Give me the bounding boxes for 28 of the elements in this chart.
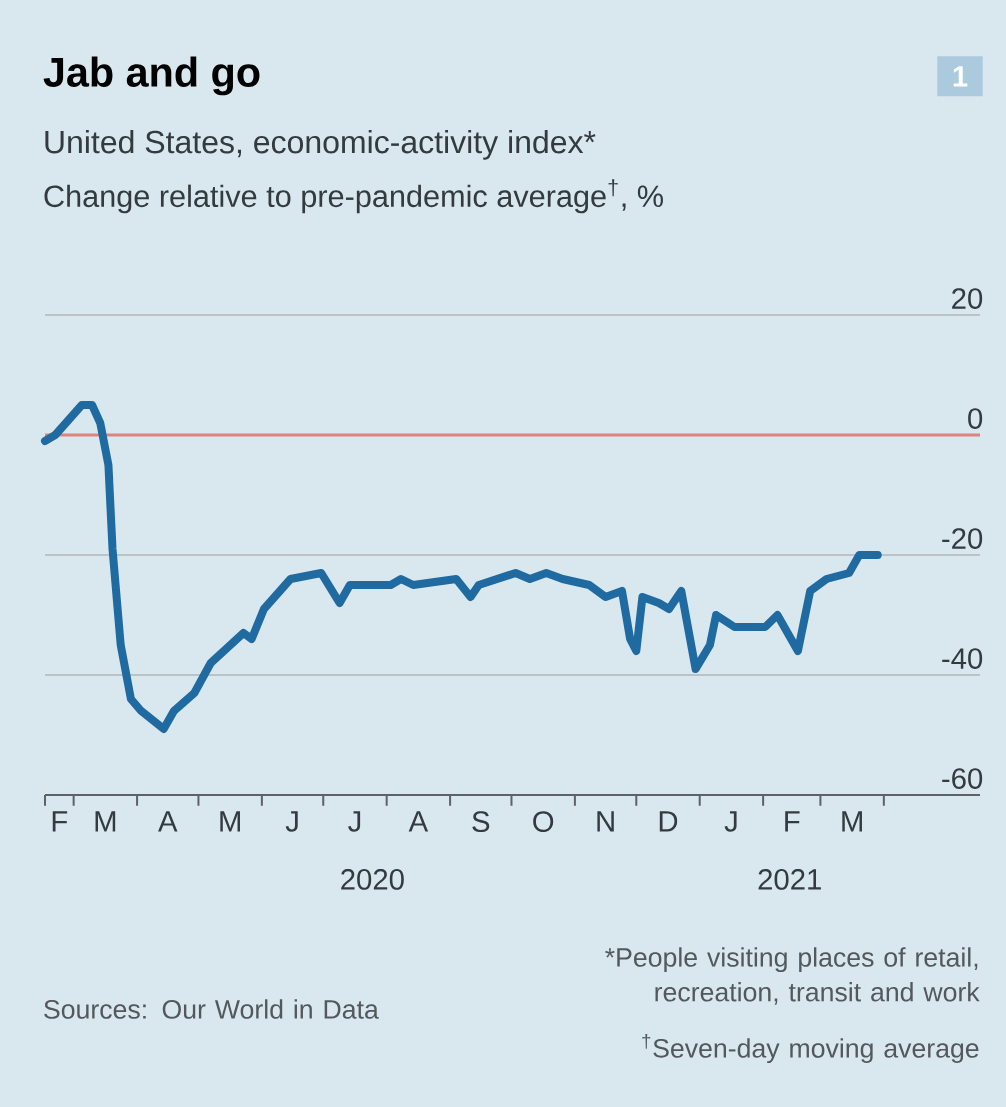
text: O bbox=[533, 811, 554, 833]
chart-title: Jab and go bbox=[43, 56, 260, 96]
text: M bbox=[95, 811, 116, 832]
x-tick-label: 2021 bbox=[758, 869, 821, 890]
text: F bbox=[785, 811, 800, 832]
y-tick-label: -40 bbox=[942, 648, 983, 669]
y-tick-label: -20 bbox=[942, 528, 983, 549]
text: S bbox=[472, 811, 490, 833]
text: M bbox=[220, 811, 240, 832]
text: $^{†}$Seven-day moving average bbox=[642, 1033, 979, 1064]
x-tick-label: 2020 bbox=[341, 869, 404, 890]
text: A bbox=[408, 811, 429, 832]
text: A bbox=[158, 811, 178, 832]
text: M bbox=[842, 811, 862, 832]
text: D bbox=[659, 811, 678, 832]
text: 1 bbox=[953, 66, 968, 87]
source-note: Sources: Our World in Data bbox=[44, 999, 379, 1019]
text: J bbox=[348, 811, 361, 832]
text: *People visiting places of retail, recreation, transit and work bbox=[605, 947, 980, 1005]
y-tick-label: 0 bbox=[968, 408, 983, 429]
text: F bbox=[52, 811, 68, 832]
text: J bbox=[724, 811, 737, 832]
y-axis-title: Change relative to pre-pandemic average$^{†}$, % bbox=[44, 179, 663, 214]
y-tick-label: 20 bbox=[952, 288, 983, 309]
text: J bbox=[285, 811, 298, 832]
text: N bbox=[597, 811, 614, 832]
y-tick-label: -60 bbox=[942, 768, 983, 789]
chart-subtitle: United States, economic-activity index* bbox=[45, 129, 596, 160]
